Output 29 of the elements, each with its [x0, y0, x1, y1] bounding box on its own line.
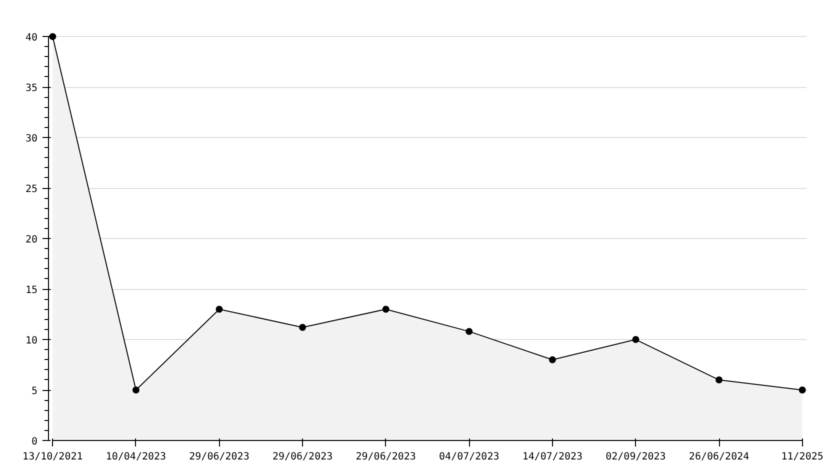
point — [716, 376, 723, 384]
y-tick-label: 30 — [25, 134, 38, 145]
y-tick-label: 25 — [25, 184, 38, 196]
x-tick-label: 02/09/2023 — [606, 452, 666, 462]
x-tick-label: 29/06/2023 — [189, 452, 250, 462]
y-tick-label: 20 — [25, 234, 38, 246]
x-tick-label: 11/2025 — [781, 452, 824, 462]
point — [382, 306, 390, 313]
point — [132, 386, 140, 394]
x-tick-label: 14/07/2023 — [522, 452, 583, 462]
point — [548, 356, 556, 364]
y-tick-label: 40 — [25, 32, 38, 44]
y-tick-label: 5 — [31, 386, 38, 398]
y-tick-label: 0 — [31, 436, 38, 448]
point — [216, 306, 223, 313]
point — [49, 33, 56, 40]
point — [798, 386, 806, 394]
x-tick-label: 13/10/2021 — [22, 452, 83, 462]
x-tick-label: 29/06/2023 — [272, 452, 333, 462]
x-tick-label: 04/07/2023 — [439, 452, 500, 462]
point — [466, 328, 473, 335]
x-tick-label: 10/04/2023 — [106, 452, 166, 462]
y-tick-label: 15 — [25, 285, 38, 296]
x-tick-label: 29/06/2023 — [356, 452, 416, 462]
point — [299, 324, 306, 331]
y-tick-label: 35 — [25, 83, 38, 94]
x-tick-label: 26/06/2024 — [688, 452, 750, 462]
point — [632, 336, 640, 344]
y-tick-label: 10 — [25, 336, 38, 347]
